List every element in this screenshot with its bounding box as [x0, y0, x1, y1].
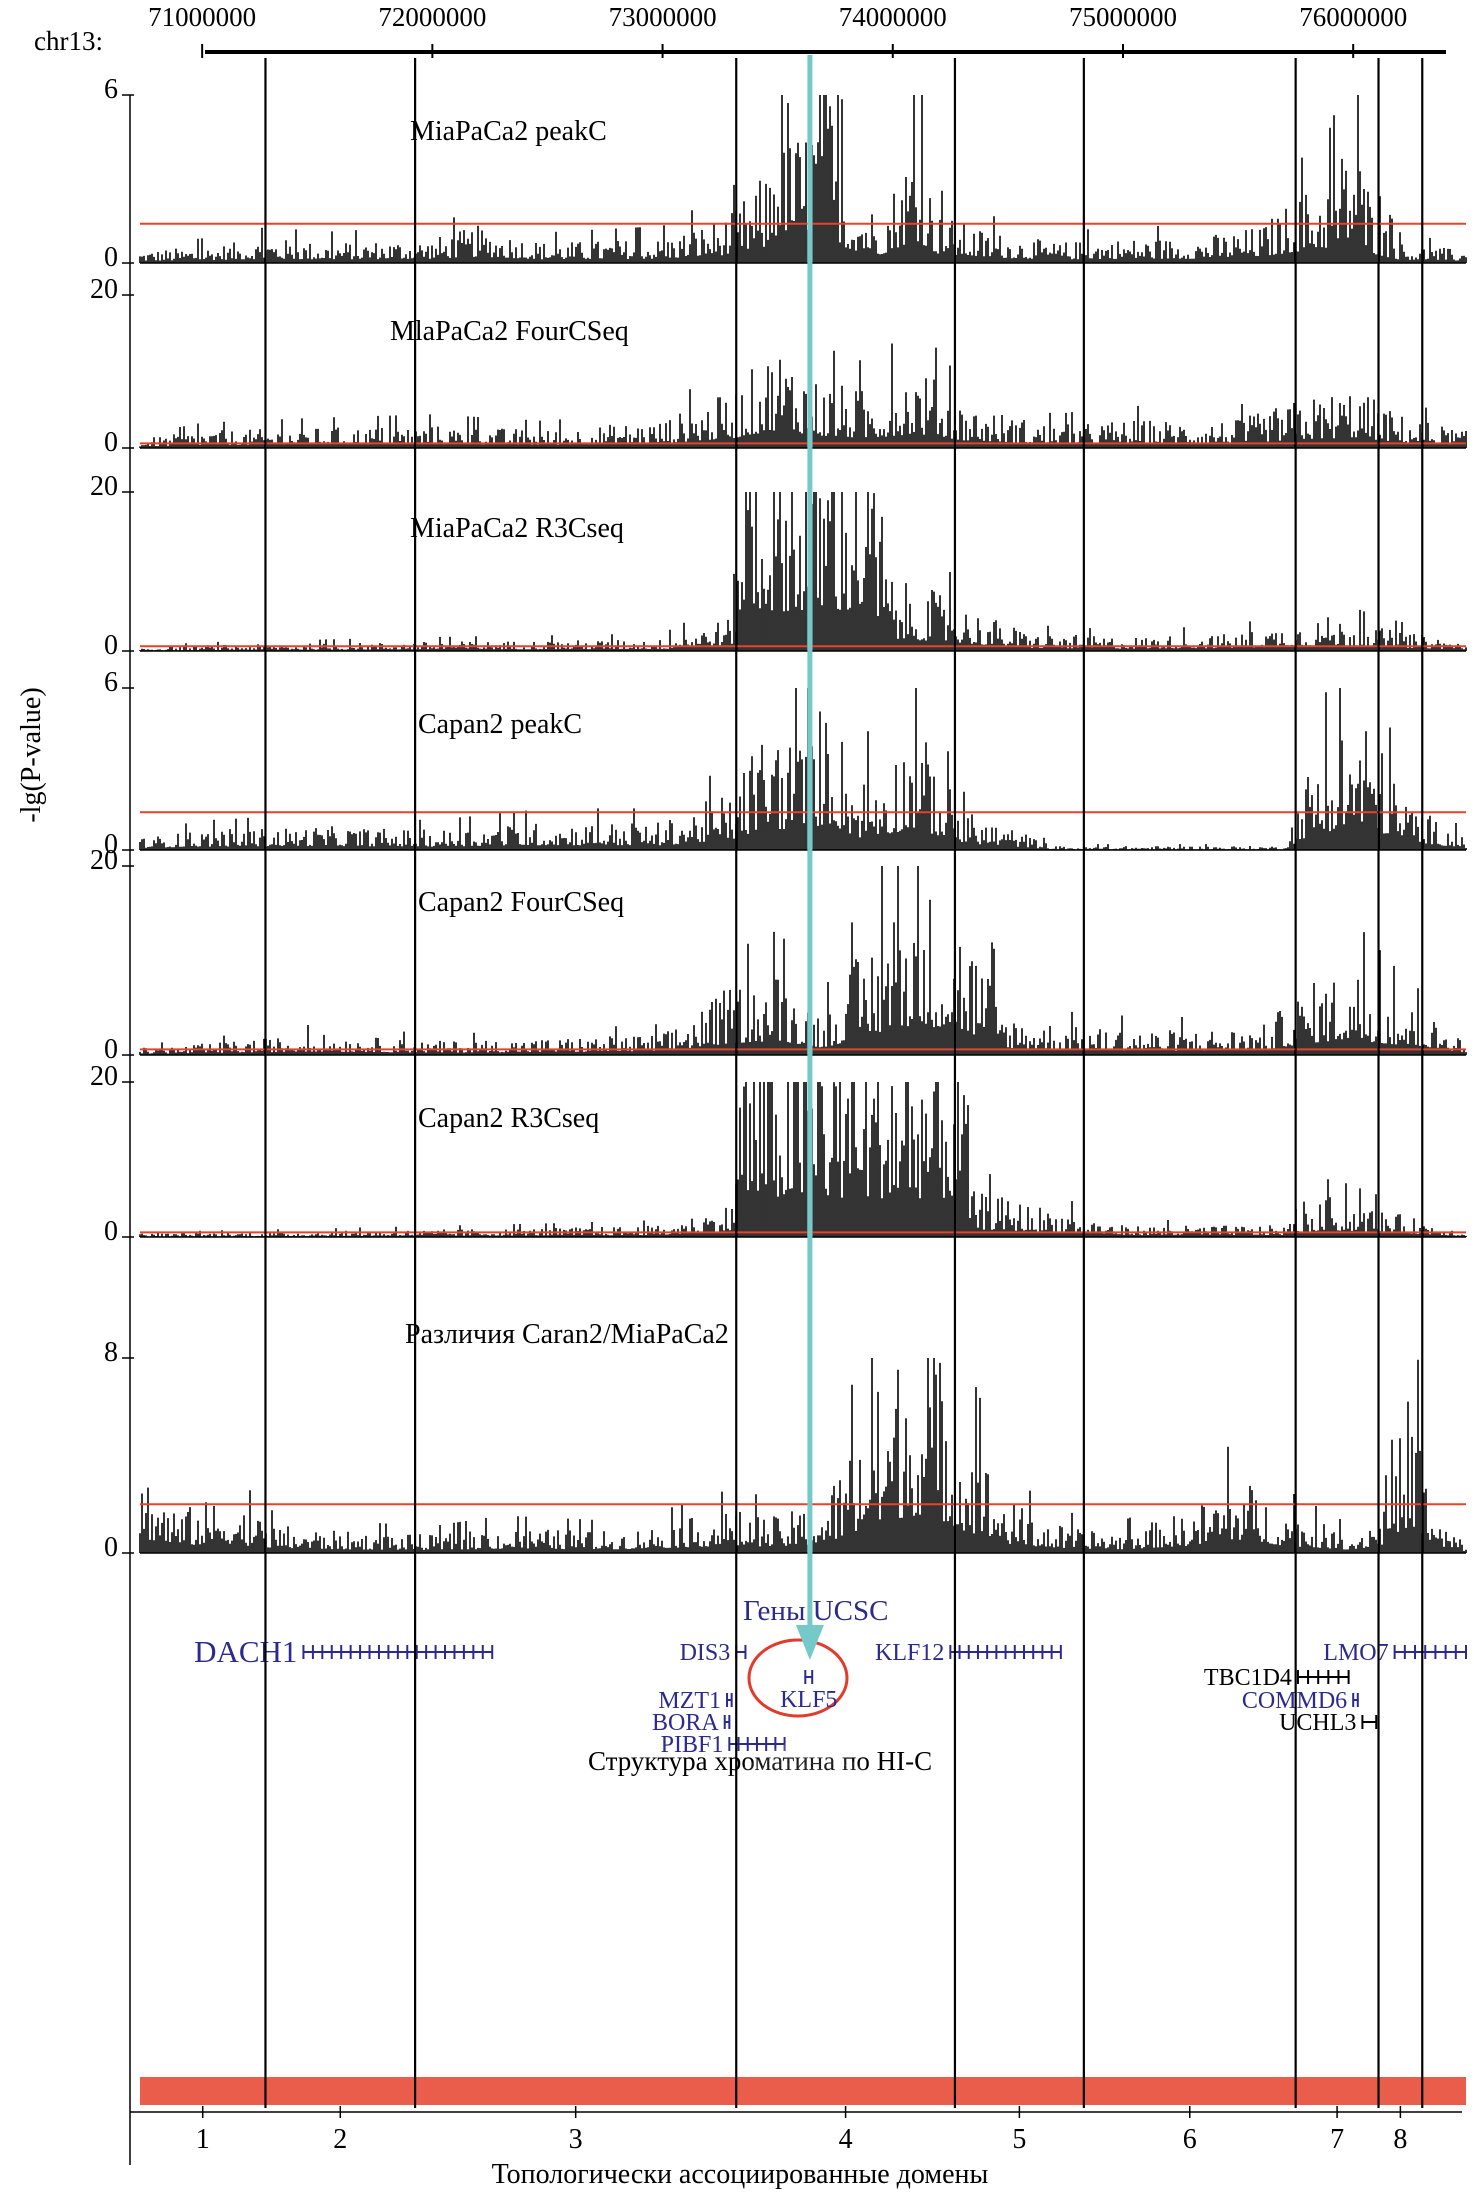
gene-label: BORA [652, 1710, 719, 1736]
viewpoint-arrowhead [795, 1625, 824, 1660]
y-max-label: 6 [104, 667, 118, 698]
tad-boundary-lines [264, 58, 1424, 2108]
signal-bars [139, 492, 1467, 651]
coordinate-ruler: chr13: 71000000 72000000 73000000 74000000 7… [34, 2, 1446, 58]
y-max-label: 20 [90, 274, 118, 305]
gene-label: DIS3 [680, 1640, 731, 1666]
gene-klf12: KLF12 [875, 1640, 1062, 1666]
gene-dach1: DACH1 [194, 1634, 494, 1669]
viewpoint-marker [795, 55, 824, 1660]
y-min-label: 0 [104, 1034, 118, 1065]
tad-label: 4 [839, 2124, 853, 2155]
ucsc-genes-track: Гены UCSC DACH1 DIS3 KLF12 LMO7 KLF5 TBC1D4 MZ… [194, 1595, 1467, 1758]
tad-label: 7 [1330, 2124, 1344, 2155]
tad-label: 6 [1183, 2124, 1197, 2155]
coordinate-tick-label: 74000000 [839, 2, 947, 32]
y-min-label: 0 [104, 427, 118, 458]
track-title: Capan2 R3Cseq [418, 1103, 599, 1134]
signal-bars [139, 866, 1467, 1055]
gene-pibf1: PIBF1 [661, 1732, 786, 1758]
coordinate-tick-label: 72000000 [378, 2, 486, 32]
y-min-label: 0 [104, 829, 118, 860]
coordinate-tick-label: 73000000 [609, 2, 717, 32]
track-title: Capan2 FourCSeq [418, 887, 624, 918]
tad-label: 3 [569, 2124, 583, 2155]
track-miapaca2-r3cseq: 20 0 MiaPaCa2 R3Cseq [90, 471, 1467, 661]
track-title: MlaPaCa2 FourCSeq [390, 316, 629, 347]
gene-tbc1d4: TBC1D4 [1204, 1665, 1350, 1691]
signal-bars [139, 688, 1467, 850]
gene-label: DACH1 [194, 1634, 297, 1669]
signal-bars [139, 1358, 1467, 1553]
gene-mzt1: MZT1 [658, 1688, 733, 1714]
track-различия-caran2-miapaca2: 8 0 Различия Caran2/MiaPaCa2 [104, 1319, 1467, 1563]
gene-lmo7: LMO7 [1323, 1640, 1467, 1666]
tad-axis: 1 2 3 4 5 6 7 8 Топологически ассоциированные д… [130, 2106, 1462, 2190]
track-capan2-fourcseq: 20 0 Capan2 FourCSeq [90, 845, 1467, 1065]
y-min-label: 0 [104, 1216, 118, 1247]
gene-label: MZT1 [658, 1688, 721, 1714]
coordinate-tick-label: 71000000 [148, 2, 256, 32]
gene-klf5: KLF5 [780, 1670, 837, 1713]
gene-label: COMMD6 [1242, 1688, 1347, 1714]
gene-label: KLF5 [780, 1687, 837, 1713]
coordinate-ticks: 71000000 72000000 73000000 74000000 75000000… [148, 2, 1407, 58]
track-title: Различия Caran2/MiaPaCa2 [405, 1319, 729, 1350]
hic-heatmap [140, 1733, 1466, 2105]
y-max-label: 20 [90, 845, 118, 876]
y-max-label: 20 [90, 1061, 118, 1092]
tad-label: 2 [333, 2124, 347, 2155]
gene-bora: BORA [652, 1710, 731, 1736]
track-capan2-r3cseq: 20 0 Capan2 R3Cseq [90, 1061, 1467, 1247]
y-max-label: 8 [104, 1337, 118, 1368]
y-max-label: 6 [104, 74, 118, 105]
track-capan2-peakc: 6 0 Capan2 peakC [104, 667, 1467, 860]
coordinate-tick-label: 75000000 [1069, 2, 1177, 32]
track-miapaca2-peakc: 6 0 MiaPaCa2 peakC [104, 74, 1467, 273]
signal-bars [139, 343, 1467, 448]
coordinate-tick-label: 76000000 [1299, 2, 1407, 32]
y-min-label: 0 [104, 630, 118, 661]
track-title: MiaPaCa2 peakC [410, 116, 607, 147]
signal-bars [139, 95, 1467, 263]
y-max-label: 20 [90, 471, 118, 502]
track-title: MiaPaCa2 R3Cseq [410, 513, 624, 544]
gene-uchl3: UCHL3 [1279, 1710, 1378, 1736]
y-min-label: 0 [104, 1532, 118, 1563]
hic-diagonal [140, 2077, 1466, 2105]
hic-contact-map [140, 1733, 1466, 2105]
gene-label: PIBF1 [661, 1732, 724, 1758]
gene-label: KLF12 [875, 1640, 944, 1666]
gene-commd6: COMMD6 [1242, 1688, 1359, 1714]
tad-label: 1 [196, 2124, 210, 2155]
track-title: Capan2 peakC [418, 709, 582, 740]
gene-label: TBC1D4 [1204, 1665, 1292, 1691]
tad-label: 5 [1012, 2124, 1026, 2155]
y-axis-label: -lg(P-value) [16, 687, 47, 822]
gene-label: UCHL3 [1279, 1710, 1356, 1736]
tad-labels: 1 2 3 4 5 6 7 8 [196, 2106, 1407, 2155]
genes-header: Гены UCSC [743, 1595, 888, 1627]
chromosome-label: chr13: [34, 26, 103, 56]
tad-axis-title: Топологически ассоциированные домены [492, 2159, 989, 2190]
track-mlapaca2-fourcseq: 20 0 MlaPaCa2 FourCSeq [90, 274, 1467, 458]
klf5-highlight-circle [747, 1638, 849, 1718]
y-min-label: 0 [104, 242, 118, 273]
signal-bars [139, 1082, 1467, 1237]
hic-tad [415, 1960, 737, 2105]
tad-label: 8 [1393, 2124, 1407, 2155]
